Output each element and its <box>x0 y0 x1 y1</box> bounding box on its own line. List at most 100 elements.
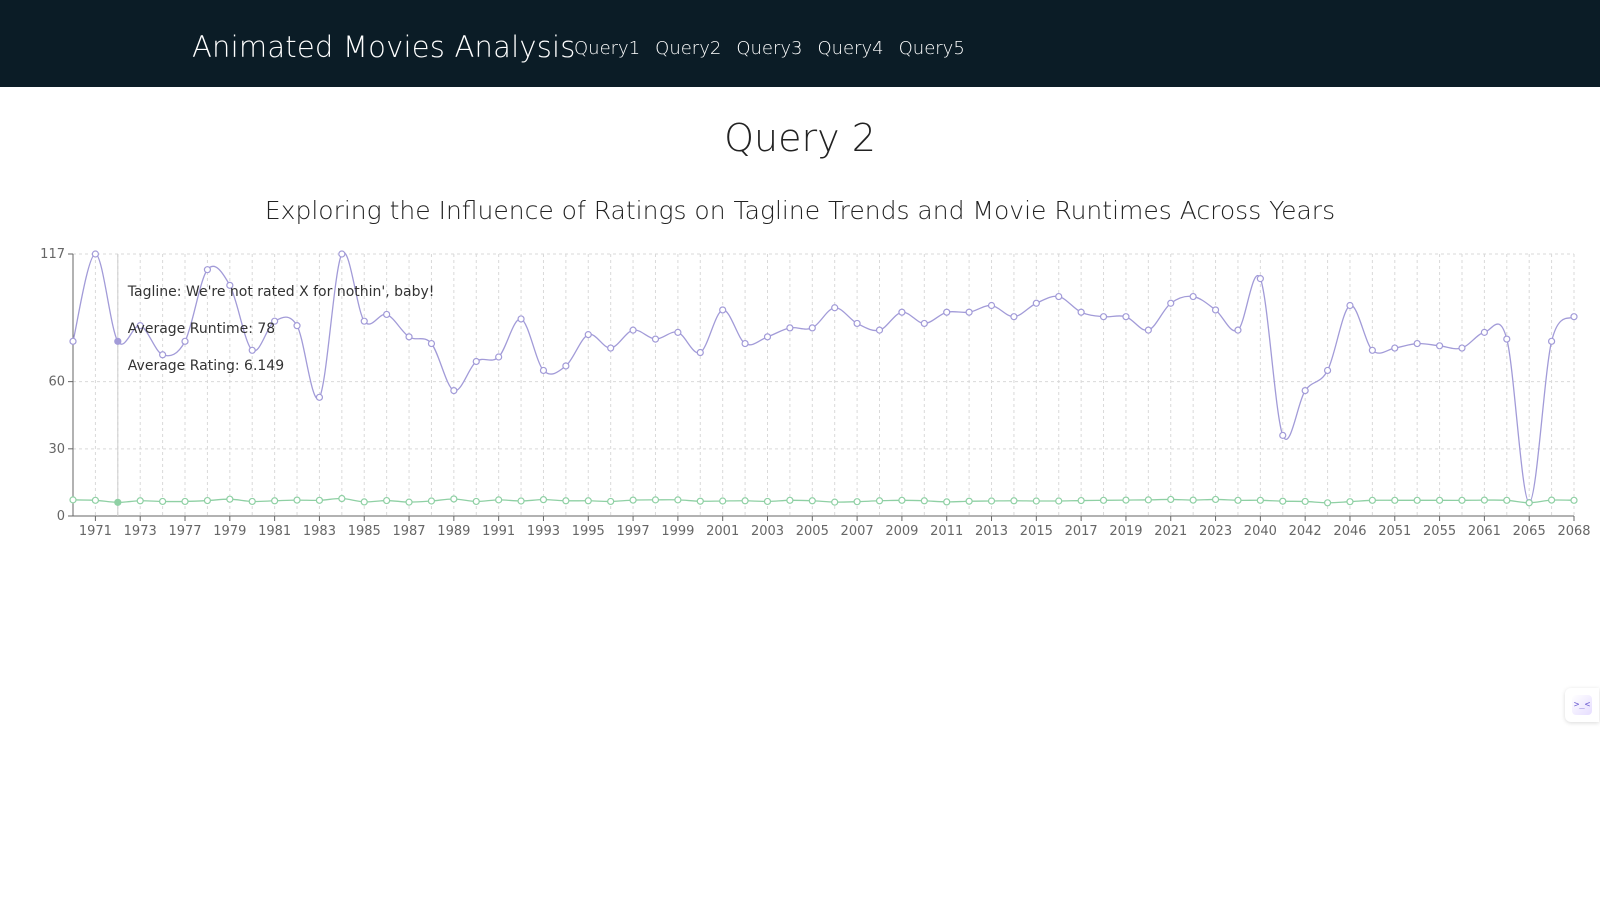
rating-point[interactable] <box>1211 495 1220 504</box>
runtime-point[interactable] <box>562 362 570 370</box>
rating-point[interactable] <box>607 497 615 506</box>
runtime-point[interactable] <box>696 348 704 357</box>
runtime-point[interactable] <box>1570 313 1578 321</box>
rating-point[interactable] <box>114 498 122 506</box>
rating-point[interactable] <box>696 497 704 505</box>
runtime-point[interactable] <box>719 306 727 314</box>
runtime-point[interactable] <box>584 331 592 339</box>
rating-point[interactable] <box>1346 498 1354 506</box>
runtime-point[interactable] <box>943 308 951 316</box>
runtime-point[interactable] <box>136 322 144 330</box>
runtime-point[interactable] <box>1503 335 1511 343</box>
rating-point[interactable] <box>1503 496 1511 504</box>
rating-point[interactable] <box>651 496 660 504</box>
rating-point[interactable] <box>203 496 212 505</box>
runtime-point[interactable] <box>1211 306 1220 314</box>
runtime-point[interactable] <box>338 250 346 258</box>
runtime-point[interactable] <box>607 344 615 352</box>
rating-point[interactable] <box>1547 496 1556 504</box>
rating-point[interactable] <box>943 498 951 506</box>
rating-point[interactable] <box>315 496 324 504</box>
runtime-point[interactable] <box>1032 299 1040 307</box>
rating-point[interactable] <box>1234 496 1242 504</box>
rating-point[interactable] <box>1032 497 1040 505</box>
rating-point[interactable] <box>965 497 973 505</box>
runtime-point[interactable] <box>674 328 682 336</box>
runtime-point[interactable] <box>651 335 660 343</box>
rating-point[interactable] <box>517 497 525 505</box>
runtime-point[interactable] <box>405 333 413 341</box>
rating-point[interactable] <box>1525 499 1533 507</box>
rating-point[interactable] <box>1458 496 1466 504</box>
rating-point[interactable] <box>293 496 301 504</box>
runtime-point[interactable] <box>786 324 794 332</box>
runtime-point[interactable] <box>1144 326 1152 334</box>
rating-point[interactable] <box>831 498 839 506</box>
runtime-point[interactable] <box>741 339 749 348</box>
runtime-point[interactable] <box>1323 366 1332 375</box>
rating-point[interactable] <box>383 496 391 505</box>
runtime-point[interactable] <box>1346 301 1354 310</box>
runtime-point[interactable] <box>1010 313 1018 321</box>
runtime-point[interactable] <box>875 326 884 334</box>
runtime-point[interactable] <box>1391 344 1399 352</box>
rating-point[interactable] <box>91 496 100 504</box>
runtime-point[interactable] <box>1279 431 1287 439</box>
runtime-point[interactable] <box>1368 346 1376 354</box>
runtime-point[interactable] <box>159 351 167 359</box>
rating-point[interactable] <box>920 497 928 505</box>
rating-point[interactable] <box>427 497 436 505</box>
runtime-point[interactable] <box>965 308 973 316</box>
rating-point[interactable] <box>136 497 144 505</box>
runtime-point[interactable] <box>271 317 279 325</box>
runtime-point[interactable] <box>629 326 637 334</box>
runtime-point[interactable] <box>1547 337 1556 345</box>
runtime-point[interactable] <box>1435 342 1444 350</box>
rating-point[interactable] <box>1099 496 1108 504</box>
side-widget-button[interactable]: >_< <box>1565 688 1599 722</box>
runtime-point[interactable] <box>517 315 525 323</box>
rating-point[interactable] <box>1435 496 1444 504</box>
rating-point[interactable] <box>159 497 167 506</box>
rating-point[interactable] <box>1391 496 1399 504</box>
runtime-point[interactable] <box>1055 292 1063 301</box>
rating-point[interactable] <box>1323 499 1332 507</box>
runtime-point[interactable] <box>898 308 906 316</box>
rating-point[interactable] <box>584 497 592 505</box>
runtime-point[interactable] <box>1099 313 1108 321</box>
rating-point[interactable] <box>1189 496 1197 504</box>
rating-point[interactable] <box>1301 497 1309 506</box>
rating-point[interactable] <box>1167 495 1175 504</box>
runtime-point[interactable] <box>360 317 368 325</box>
rating-point[interactable] <box>1413 496 1421 504</box>
rating-point[interactable] <box>1122 496 1130 504</box>
runtime-point[interactable] <box>1234 326 1242 334</box>
rating-point[interactable] <box>1480 496 1488 504</box>
nav-link-query4[interactable]: Query4 <box>817 38 884 59</box>
runtime-point[interactable] <box>450 386 458 395</box>
rating-point[interactable] <box>875 497 884 505</box>
runtime-point[interactable] <box>920 319 928 328</box>
rating-point[interactable] <box>472 497 480 506</box>
runtime-point[interactable] <box>1167 299 1175 307</box>
runtime-point[interactable] <box>763 333 772 341</box>
rating-point[interactable] <box>1144 496 1152 504</box>
rating-point[interactable] <box>271 497 279 505</box>
rating-point[interactable] <box>1279 497 1287 505</box>
runtime-point[interactable] <box>1301 386 1309 395</box>
rating-point[interactable] <box>786 496 794 504</box>
rating-point[interactable] <box>987 497 996 505</box>
runtime-point[interactable] <box>248 346 256 354</box>
nav-link-query2[interactable]: Query2 <box>655 38 722 59</box>
rating-point[interactable] <box>629 496 637 504</box>
runtime-point[interactable] <box>1122 313 1130 321</box>
runtime-point[interactable] <box>987 301 996 310</box>
rating-point[interactable] <box>853 498 861 506</box>
runtime-point[interactable] <box>1189 292 1197 301</box>
runtime-point[interactable] <box>203 266 212 274</box>
rating-point[interactable] <box>808 497 816 505</box>
rating-point[interactable] <box>360 498 368 506</box>
rating-point[interactable] <box>719 497 727 505</box>
rating-point[interactable] <box>1570 496 1578 504</box>
runtime-point[interactable] <box>383 310 391 319</box>
